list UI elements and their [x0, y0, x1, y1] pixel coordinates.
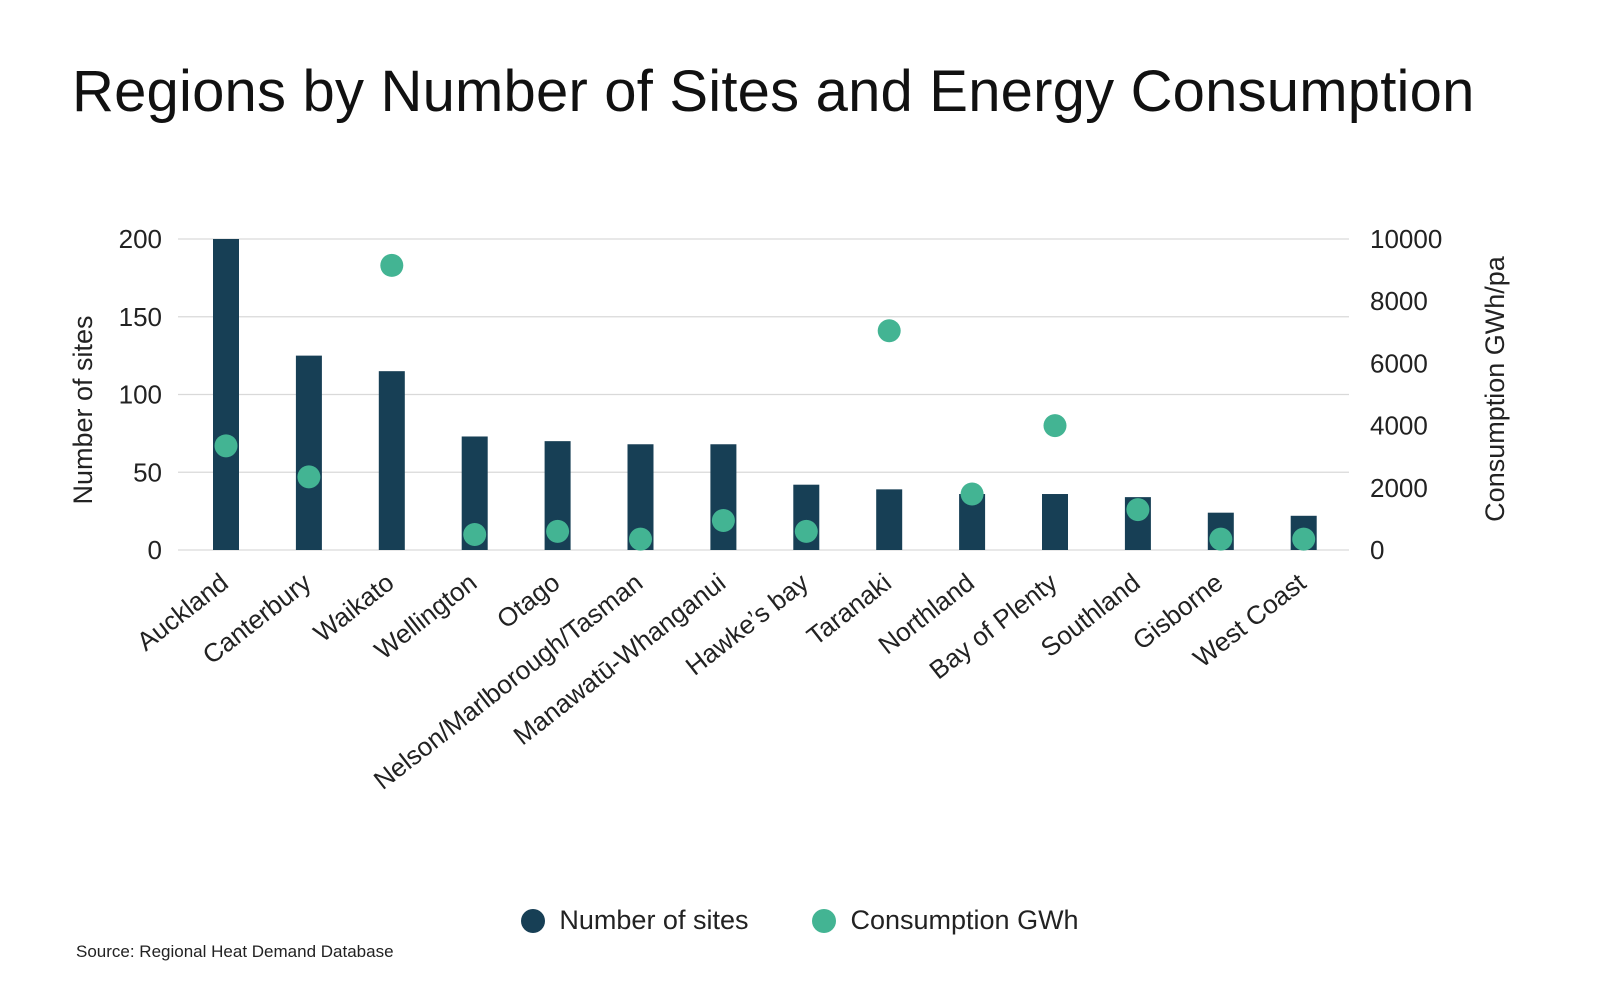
grid-lines [178, 238, 1349, 551]
point-consumption-0 [214, 434, 238, 458]
scatter-series [214, 253, 1316, 551]
legend-marker-sites [521, 908, 546, 933]
point-consumption-1 [297, 465, 321, 489]
legend-marker-consumption [812, 908, 837, 933]
y-tick-right-4: 8000 [1370, 286, 1428, 316]
x-tick-label-4: Otago [491, 567, 565, 634]
y-tick-right-2: 4000 [1370, 411, 1428, 441]
point-consumption-13 [1292, 527, 1316, 551]
legend-label-sites: Number of sites [559, 905, 749, 935]
bar-sites-8 [876, 489, 903, 550]
point-consumption-11 [1126, 498, 1150, 522]
y-axis-title-left: Number of sites [68, 315, 98, 504]
y-tick-left-0: 0 [148, 535, 162, 565]
chart-title: Regions by Number of Sites and Energy Co… [72, 59, 1475, 124]
bar-sites-6 [710, 444, 737, 550]
y-tick-left-2: 100 [119, 380, 162, 410]
y-tick-left-3: 150 [119, 302, 162, 332]
y-tick-right-0: 0 [1370, 535, 1384, 565]
point-consumption-12 [1209, 527, 1233, 551]
bar-sites-0 [213, 239, 239, 550]
point-consumption-5 [629, 527, 652, 551]
legend-item-sites: Number of sites [521, 905, 748, 936]
left-axis: 0 50 100 150 200 [119, 224, 162, 565]
point-consumption-7 [794, 519, 818, 543]
legend-item-consumption: Consumption GWh [812, 905, 1079, 936]
y-tick-left-1: 50 [133, 457, 162, 487]
point-consumption-4 [546, 519, 570, 543]
y-tick-right-1: 2000 [1370, 473, 1428, 503]
point-consumption-2 [380, 253, 404, 277]
source-note: Source: Regional Heat Demand Database [76, 942, 394, 961]
y-axis-title-right: Consumption GWh/pa [1480, 255, 1510, 522]
point-consumption-3 [463, 522, 487, 546]
legend-label-consumption: Consumption GWh [850, 905, 1079, 935]
y-tick-left-4: 200 [119, 224, 162, 254]
point-consumption-8 [877, 319, 901, 343]
bar-sites-10 [1042, 494, 1068, 550]
right-axis: 0 2000 4000 6000 8000 10000 [1370, 224, 1442, 565]
bar-sites-2 [378, 371, 405, 550]
bar-sites-1 [295, 355, 322, 550]
legend: Number of sites Consumption GWh [0, 905, 1600, 936]
point-consumption-9 [960, 482, 984, 506]
point-consumption-6 [711, 508, 735, 532]
point-consumption-10 [1043, 414, 1067, 438]
y-tick-right-5: 10000 [1370, 224, 1442, 254]
y-tick-right-3: 6000 [1370, 348, 1428, 378]
